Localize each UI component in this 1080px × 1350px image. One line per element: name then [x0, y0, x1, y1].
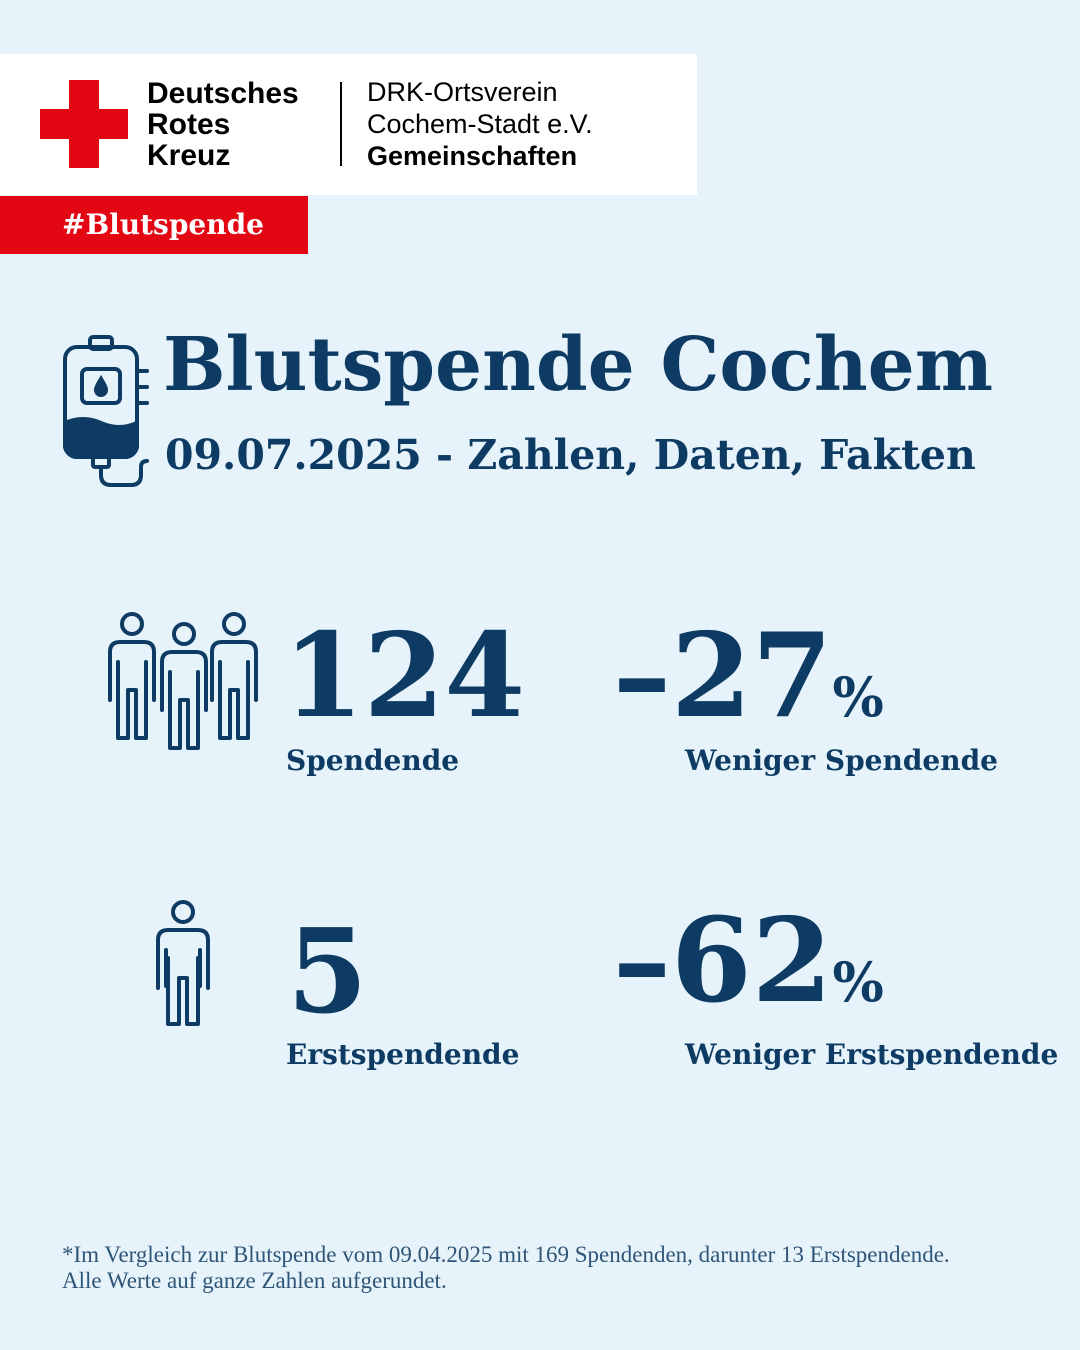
stat-number: 5 [287, 904, 368, 1040]
stat-change-unit: % [832, 950, 884, 1014]
org-text: DRK-Ortsverein Cochem-Stadt e.V. Gemeins… [367, 76, 593, 172]
stat-label: Weniger Spendende [685, 744, 998, 777]
title: Blutspende Cochem [163, 322, 994, 408]
person-icon [156, 900, 210, 1026]
stat-change-value: –27 [613, 608, 833, 744]
red-cross-logo [40, 80, 128, 168]
subtitle: 09.07.2025 - Zahlen, Daten, Fakten [165, 431, 976, 479]
org-line: Gemeinschaften [367, 141, 578, 171]
logo-text: Deutsches Rotes Kreuz [147, 78, 299, 171]
stat-label: Spendende [286, 744, 460, 777]
stat-label: Erstspendende [286, 1038, 520, 1071]
stat-change: –62% [613, 903, 884, 1019]
logo-line: Kreuz [147, 139, 231, 172]
group-icon [108, 612, 258, 750]
blood-bag-icon [63, 335, 149, 487]
org-line: DRK-Ortsverein [367, 77, 558, 107]
stat-change: –27% [613, 618, 884, 734]
logo-line: Deutsches [147, 77, 299, 110]
footnote-line: Alle Werte auf ganze Zahlen aufgerundet. [62, 1268, 447, 1293]
stat-change-unit: % [832, 665, 884, 729]
stat-label: Weniger Erstspendende [685, 1038, 1059, 1071]
stat-number: 124 [283, 608, 526, 744]
hashtag-bar [0, 196, 308, 254]
org-line: Cochem-Stadt e.V. [367, 109, 593, 139]
logo-line: Rotes [147, 108, 231, 141]
footnote-line: *Im Vergleich zur Blutspende vom 09.04.2… [62, 1242, 950, 1267]
divider [340, 82, 342, 166]
hashtag: #Blutspende [62, 208, 264, 241]
stat-change-value: –62 [613, 893, 833, 1029]
